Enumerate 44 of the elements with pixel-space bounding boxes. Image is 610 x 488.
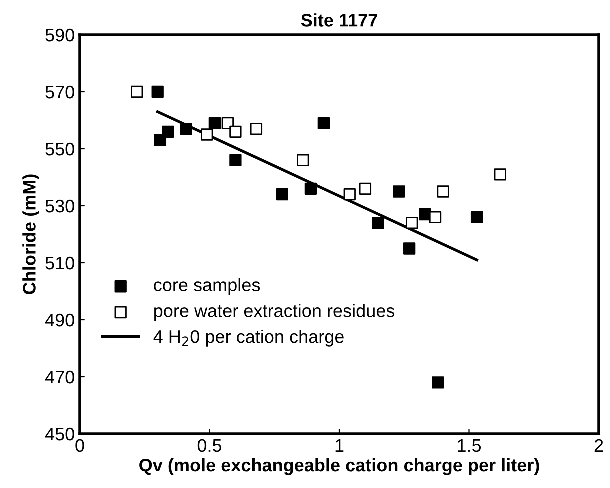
y-tick-label: 470	[45, 370, 74, 384]
point	[403, 242, 416, 255]
point	[230, 126, 242, 138]
chart-title: Site 1177	[301, 14, 378, 27]
legend-label: core samples	[154, 278, 260, 296]
point	[162, 126, 174, 138]
point	[201, 128, 214, 141]
point	[318, 117, 330, 130]
point	[372, 217, 384, 230]
point	[494, 168, 506, 181]
point	[208, 117, 222, 130]
point	[359, 182, 372, 195]
legend-label: 4 H$_{2}$0 per cation charge	[154, 330, 344, 347]
point	[180, 122, 192, 136]
point	[304, 182, 318, 195]
x-tick-label: 0	[76, 439, 84, 452]
y-tick-label: 530	[46, 200, 74, 213]
point	[437, 186, 450, 198]
point	[419, 208, 432, 221]
y-tick-label: 570	[46, 86, 74, 99]
point	[297, 154, 310, 166]
x-axis-title: Qv (mole exchangeable cation charge per liter)	[140, 458, 540, 476]
y-tick-label: 450	[45, 428, 74, 441]
x-tick-label: 2	[594, 439, 604, 452]
x-tick-label: 1.5	[458, 440, 482, 452]
point	[432, 376, 444, 389]
point	[406, 217, 418, 230]
y-tick-label: 590	[46, 28, 74, 42]
x-tick-label: 1	[336, 440, 344, 452]
point	[131, 86, 144, 98]
y-axis-title: Chloride (mM)	[22, 174, 40, 294]
point	[393, 186, 406, 198]
point	[250, 122, 263, 136]
point	[276, 188, 288, 201]
point	[230, 154, 242, 166]
x-tick-label: 0.5	[198, 439, 222, 452]
point	[470, 211, 484, 224]
y-tick-label: 550	[46, 142, 74, 156]
point	[152, 86, 164, 98]
point	[429, 211, 442, 224]
y-tick-label: 510	[46, 256, 74, 270]
point	[344, 188, 356, 201]
legend-label: pore water extraction residues	[154, 304, 395, 321]
y-tick-label: 490	[45, 314, 74, 327]
